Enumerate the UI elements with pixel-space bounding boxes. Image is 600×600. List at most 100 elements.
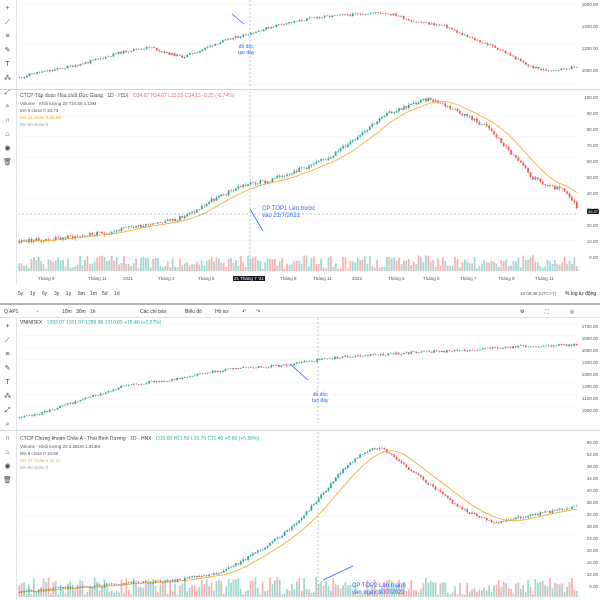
range-button[interactable]: 6y (42, 291, 48, 297)
top-toolbar: Q AP1 + 10m 30m 1h Các chỉ báo Biểu đồ H… (0, 307, 600, 318)
text-icon[interactable]: T (5, 379, 10, 386)
brush-icon[interactable]: ✎ (4, 365, 11, 372)
range-button[interactable]: 5d (102, 291, 108, 297)
range-button[interactable]: 1y (30, 291, 36, 297)
profile-button[interactable]: Hồ sơ (215, 309, 229, 315)
candle-body (278, 175, 281, 177)
trend-line-icon[interactable]: ⟋ (5, 19, 10, 26)
candle-body (130, 582, 133, 584)
candle-body (316, 359, 318, 362)
arrow-line (289, 363, 309, 381)
interval-1h[interactable]: 1h (90, 309, 96, 315)
measure-icon[interactable]: ⤢ (4, 407, 11, 414)
volume-bar (54, 260, 57, 271)
range-button[interactable]: 3y (54, 291, 60, 297)
snapshot-icon[interactable]: ◎ (570, 309, 575, 315)
pattern-icon[interactable]: ⁂ (4, 393, 11, 400)
volume-bar (339, 268, 342, 271)
x-tick: Tháng 5 (423, 276, 440, 281)
candle-body (351, 357, 354, 358)
candle-body (344, 146, 347, 147)
volume-bar (42, 578, 45, 597)
candle-body (174, 219, 176, 221)
add-icon[interactable]: + (36, 309, 39, 315)
log-toggle[interactable]: log (570, 291, 578, 297)
candle-body (298, 167, 301, 173)
candle-body (162, 222, 164, 224)
indicators-button[interactable]: Các chỉ báo (140, 309, 167, 315)
trash-icon[interactable]: 🗑 (3, 159, 12, 166)
lock-icon[interactable]: ⌂ (5, 449, 10, 456)
volume-bar (235, 260, 237, 271)
auto-toggle[interactable]: tự động (578, 291, 597, 297)
lock-icon[interactable]: ⌂ (5, 131, 10, 138)
candle-body (379, 353, 382, 356)
interval-10m[interactable]: 10m (62, 309, 72, 315)
candle-body (247, 34, 250, 36)
trend-line-icon[interactable]: ⟋ (5, 337, 10, 344)
zoom-icon[interactable]: ⌕ (5, 421, 10, 428)
range-button[interactable]: 1m (90, 291, 97, 297)
eye-icon[interactable]: ◉ (4, 463, 11, 470)
volume-bar (278, 261, 281, 271)
candle-body (74, 236, 77, 239)
candle-body (103, 233, 106, 235)
range-button[interactable]: 5y (18, 291, 24, 297)
candle-body (84, 585, 86, 587)
candle-body (173, 53, 176, 56)
candle-body (181, 579, 184, 581)
volume-bar (118, 592, 120, 597)
candle-body (491, 44, 494, 46)
crosshair-icon[interactable]: + (5, 323, 10, 330)
candle-body (339, 357, 341, 359)
volume-bar (132, 578, 135, 597)
candle-body (448, 350, 451, 352)
pane-divider[interactable] (0, 430, 600, 431)
candle-body (118, 584, 120, 586)
eye-icon[interactable]: ◉ (4, 145, 11, 152)
redo-button[interactable]: ↷ (256, 309, 261, 315)
magnet-icon[interactable]: ∩ (4, 117, 11, 124)
bottom-annotation-text: đỏ dốc tạo đáy (312, 392, 329, 404)
settings-icon[interactable]: ⚙ (520, 309, 525, 315)
candle-body (512, 154, 515, 156)
symbol-search[interactable]: Q AP1 (4, 309, 19, 315)
candle-body (280, 24, 283, 25)
brush-icon[interactable]: ✎ (4, 47, 11, 54)
volume-bar (93, 577, 96, 597)
range-button[interactable]: 1y (66, 291, 72, 297)
candle-body (104, 56, 107, 59)
volume-bar (52, 262, 55, 271)
candle-body (159, 580, 162, 583)
pane-divider[interactable] (0, 89, 600, 90)
volume-bar (120, 262, 123, 271)
interval-30m[interactable]: 30m (76, 309, 86, 315)
magnet-icon[interactable]: ∩ (4, 435, 11, 442)
trash-icon[interactable]: 🗑 (3, 477, 12, 484)
candle-body (427, 482, 430, 485)
candle-body (395, 456, 398, 460)
candle-body (448, 27, 451, 29)
fullscreen-icon[interactable]: ⛶ (545, 309, 549, 315)
volume-bar (271, 259, 274, 271)
candle-body (92, 394, 94, 397)
fib-icon[interactable]: ≡ (5, 33, 10, 40)
fib-icon[interactable]: ≡ (5, 351, 10, 358)
range-button[interactable]: 1d (114, 291, 120, 297)
measure-icon[interactable]: ⤢ (4, 89, 11, 96)
undo-button[interactable]: ↶ (242, 309, 247, 315)
y-tick: 44.00 (586, 476, 598, 481)
volume-bar (546, 586, 549, 597)
candle-body (87, 397, 89, 399)
layout-button[interactable]: Biểu đồ (185, 309, 202, 315)
range-button[interactable]: 6m (78, 291, 85, 297)
candle-body (563, 509, 566, 511)
pattern-icon[interactable]: ⁂ (4, 75, 11, 82)
volume-bar (293, 589, 296, 597)
text-icon[interactable]: T (5, 61, 10, 68)
crosshair-icon[interactable]: + (5, 5, 10, 12)
candle-body (400, 108, 403, 110)
zoom-icon[interactable]: ⌕ (5, 103, 10, 110)
candle-body (519, 58, 522, 62)
percent-toggle[interactable]: % (565, 291, 570, 297)
